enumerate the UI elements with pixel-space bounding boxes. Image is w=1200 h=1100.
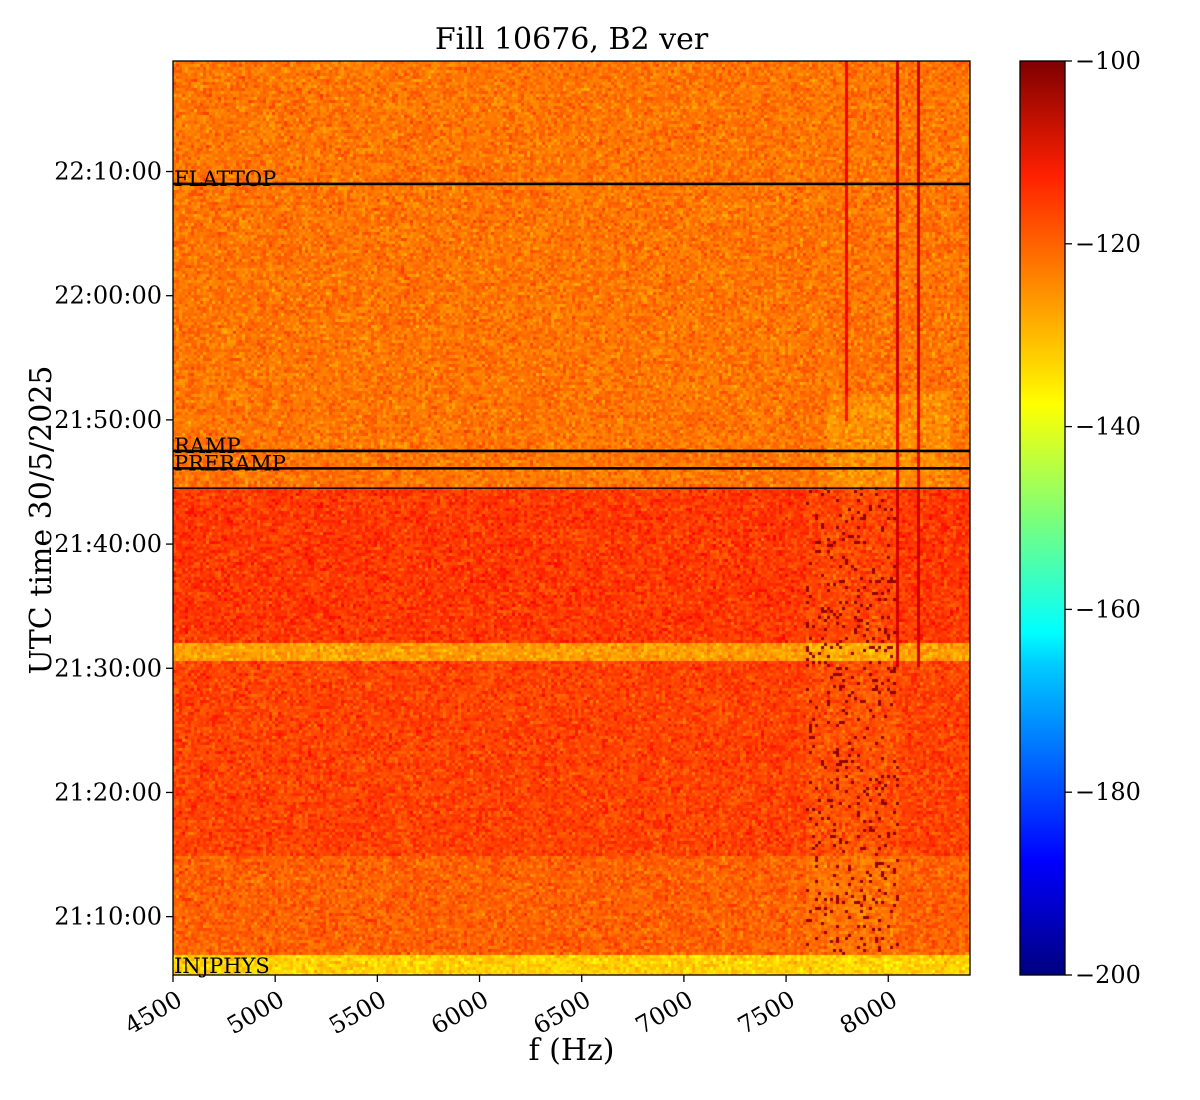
y-tick-label: 21:50:00 (54, 406, 162, 434)
x-tick-label: 6500 (529, 985, 596, 1040)
annotation-label-ramp: RAMP (174, 434, 241, 458)
colorbar-tick-label: −160 (1075, 595, 1141, 623)
x-tick-label: 7000 (631, 985, 698, 1040)
y-axis-label: UTC time 30/5/2025 (24, 365, 59, 675)
colorbar-tick-label: −180 (1075, 778, 1141, 806)
y-tick-label: 21:40:00 (54, 530, 162, 558)
heatmap-canvas-holder (173, 61, 970, 975)
chart-title: Fill 10676, B2 ver (434, 22, 709, 57)
annotation-label-preramp: PRERAMP (174, 451, 286, 475)
colorbar-tick-label: −100 (1075, 47, 1141, 75)
x-tick-label: 4500 (120, 985, 187, 1040)
colorbar-tick-label: −140 (1075, 413, 1141, 441)
y-tick-label: 22:00:00 (54, 282, 162, 310)
x-tick-label: 5000 (222, 985, 289, 1040)
annotation-label-injphys: INJPHYS (174, 954, 270, 978)
x-axis-label: f (Hz) (528, 1033, 615, 1068)
y-tick-label: 22:10:00 (54, 158, 162, 186)
x-tick-label: 8000 (835, 985, 902, 1040)
y-tick-label: 21:20:00 (54, 778, 162, 806)
colorbar-tick-label: −120 (1075, 230, 1141, 258)
x-tick-label: 6000 (426, 985, 493, 1040)
x-tick-label: 5500 (324, 985, 391, 1040)
x-tick-label: 7500 (733, 985, 800, 1040)
annotation-label-flattop: FLATTOP (174, 167, 276, 191)
colorbar-tick-label: −200 (1075, 961, 1141, 989)
colorbar (1020, 61, 1065, 975)
plot-frame (172, 60, 971, 976)
y-tick-label: 21:30:00 (54, 654, 162, 682)
y-tick-label: 21:10:00 (54, 903, 162, 931)
colorbar-frame (1019, 60, 1066, 976)
